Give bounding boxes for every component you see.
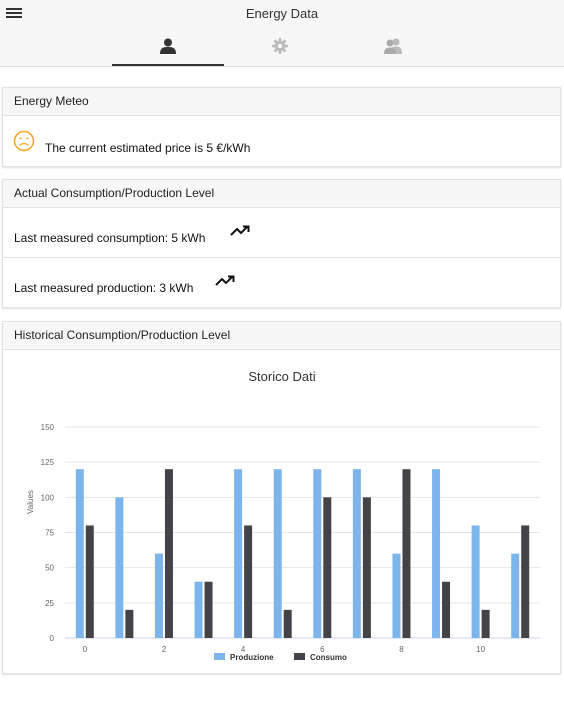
y-tick-label: 0 bbox=[50, 634, 55, 643]
bar-consumo[interactable] bbox=[283, 609, 292, 638]
bar-produzione[interactable] bbox=[392, 553, 401, 638]
person-icon bbox=[160, 38, 176, 54]
tab-settings[interactable] bbox=[224, 30, 336, 65]
y-tick-label: 75 bbox=[45, 529, 54, 538]
trending-up-icon bbox=[230, 225, 250, 236]
tab-profile[interactable] bbox=[112, 30, 224, 66]
bar-produzione[interactable] bbox=[75, 469, 84, 638]
y-tick-label: 125 bbox=[41, 458, 55, 467]
y-tick-label: 25 bbox=[45, 599, 54, 608]
bar-produzione[interactable] bbox=[273, 469, 282, 638]
bar-consumo[interactable] bbox=[244, 525, 253, 638]
menu-icon[interactable] bbox=[6, 6, 22, 20]
app-header: Energy Data bbox=[0, 0, 564, 67]
actual-level-title: Actual Consumption/Production Level bbox=[3, 180, 560, 208]
bar-produzione[interactable] bbox=[471, 525, 480, 638]
gear-icon bbox=[272, 38, 288, 54]
historical-chart: Storico Dati Values 0 25 50 75 100 125 150 0 2 4… bbox=[3, 350, 560, 673]
bar-produzione[interactable] bbox=[432, 469, 441, 638]
x-tick-label: 6 bbox=[320, 645, 325, 654]
bar-consumo[interactable] bbox=[521, 525, 530, 638]
actual-level-card: Actual Consumption/Production Level Last… bbox=[2, 179, 561, 308]
bar-produzione[interactable] bbox=[313, 469, 322, 638]
group-icon bbox=[384, 38, 402, 54]
production-text: Last measured production: 3 kWh bbox=[14, 281, 194, 295]
bar-consumo[interactable] bbox=[402, 469, 411, 638]
bar-produzione[interactable] bbox=[154, 553, 163, 638]
app-title: Energy Data bbox=[245, 6, 319, 21]
bar-consumo[interactable] bbox=[85, 525, 94, 638]
production-row: Last measured production: 3 kWh bbox=[3, 258, 560, 307]
bar-produzione[interactable] bbox=[352, 469, 361, 638]
x-tick-label: 0 bbox=[83, 645, 88, 654]
y-tick-label: 100 bbox=[41, 493, 55, 502]
chart-title: Storico Dati bbox=[248, 369, 315, 384]
bar-produzione[interactable] bbox=[234, 469, 243, 638]
x-tick-label: 4 bbox=[241, 645, 246, 654]
historical-card: Historical Consumption/Production Level … bbox=[2, 321, 561, 674]
y-tick-label: 50 bbox=[45, 564, 54, 573]
energy-meteo-card: Energy Meteo The current estimated price… bbox=[2, 87, 561, 167]
x-tick-label: 2 bbox=[162, 645, 167, 654]
y-tick-label: 150 bbox=[41, 423, 55, 432]
legend-item-produzione[interactable]: Produzione bbox=[214, 653, 274, 662]
x-tick-label: 8 bbox=[399, 645, 404, 654]
price-text: The current estimated price is 5 €/kWh bbox=[45, 141, 251, 155]
bar-consumo[interactable] bbox=[323, 497, 332, 638]
bar-produzione[interactable] bbox=[511, 553, 520, 638]
sad-face-icon bbox=[13, 130, 35, 152]
tab-community[interactable] bbox=[336, 30, 448, 65]
svg-text:Consumo: Consumo bbox=[310, 653, 347, 662]
bar-produzione[interactable] bbox=[194, 581, 203, 638]
svg-text:Produzione: Produzione bbox=[230, 653, 274, 662]
bar-consumo[interactable] bbox=[442, 581, 451, 638]
legend-item-consumo[interactable]: Consumo bbox=[294, 653, 347, 662]
trending-up-icon bbox=[215, 275, 235, 286]
bar-chart: Storico Dati Values 0 25 50 75 100 125 150 0 2 4… bbox=[26, 369, 540, 662]
consumption-text: Last measured consumption: 5 kWh bbox=[14, 231, 206, 245]
bar-consumo[interactable] bbox=[164, 469, 173, 638]
x-tick-label: 10 bbox=[476, 645, 485, 654]
energy-meteo-title: Energy Meteo bbox=[3, 88, 560, 116]
historical-title: Historical Consumption/Production Level bbox=[3, 322, 560, 350]
y-axis-label: Values bbox=[26, 490, 35, 514]
bar-consumo[interactable] bbox=[362, 497, 371, 638]
bar-consumo[interactable] bbox=[204, 581, 213, 638]
consumption-row: Last measured consumption: 5 kWh bbox=[3, 208, 560, 258]
bar-consumo[interactable] bbox=[125, 609, 134, 638]
bar-produzione[interactable] bbox=[115, 497, 124, 638]
price-row: The current estimated price is 5 €/kWh bbox=[3, 116, 560, 166]
bar-consumo[interactable] bbox=[481, 609, 490, 638]
